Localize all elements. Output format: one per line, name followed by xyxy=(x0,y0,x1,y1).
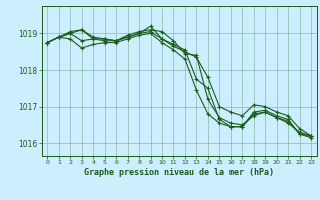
X-axis label: Graphe pression niveau de la mer (hPa): Graphe pression niveau de la mer (hPa) xyxy=(84,168,274,177)
